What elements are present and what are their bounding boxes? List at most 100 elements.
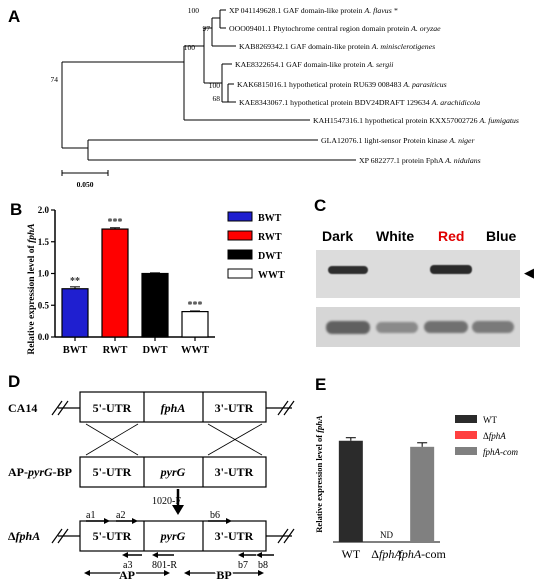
legend-label: BWT	[258, 213, 282, 224]
taxon-label: KAK6815016.1 hypothetical protein RU639 …	[237, 80, 447, 89]
bootstrap-value: 100	[184, 43, 196, 52]
segment-label: 3'-UTR	[215, 529, 254, 543]
row-label: AP-pyrG-BP	[8, 465, 72, 479]
panel-label-d: D	[8, 372, 20, 391]
y-tick-label: 0.5	[38, 300, 50, 310]
scale-value: 0.050	[77, 180, 94, 189]
y-tick-label: 1.0	[38, 269, 50, 279]
chart-b-plot: 0.0 0.5 1.0 1.5 2.0 ** BWT *** RWT DWT *** WWT	[38, 205, 215, 356]
legend-label: WT	[483, 415, 497, 425]
taxon-label: KAE8343067.1 hypothetical protein BDV24D…	[239, 98, 480, 107]
taxon-label: XP 041149628.1 GAF domain-like protein A…	[229, 6, 398, 15]
y-axis-label: Relative expression level of fphA	[314, 415, 324, 533]
panel-d-diagram: D CA14 5'-UTR fphA 3'-UTR AP-pyrG-BP 5'-…	[8, 372, 295, 580]
bar	[61, 288, 89, 338]
primer-label: b7	[238, 560, 248, 571]
row-label: ΔfphA	[8, 529, 40, 543]
legend-swatch	[227, 249, 253, 260]
segment-label: pyrG	[160, 465, 186, 479]
primer-arrow	[104, 518, 110, 524]
bar-annotation: ND	[380, 530, 393, 540]
segment-label: fphA	[161, 401, 186, 415]
taxon-label: KAH1547316.1 hypothetical protein KXX570…	[313, 116, 519, 125]
legend-swatch	[227, 230, 253, 241]
panel-e-chart: E Relative expression level of fphA WT ND…	[314, 375, 518, 561]
chart-e-legend: WT ΔfphA fphA-com	[455, 415, 518, 457]
blot-band	[326, 321, 370, 334]
row-label: CA14	[8, 401, 37, 415]
blot-band	[424, 321, 468, 333]
y-axis-label: Relative expression level of fphA	[27, 223, 37, 354]
primer-arrow	[226, 518, 232, 524]
blot-band	[472, 321, 514, 333]
y-tick-label: 1.5	[38, 237, 50, 247]
taxa-labels: XP 041149628.1 GAF domain-like protein A…	[229, 6, 519, 165]
lane-label: Red	[438, 228, 465, 244]
tree-branches	[61, 9, 356, 161]
segment-label: 3'-UTR	[215, 465, 254, 479]
taxon-label: GLA12076.1 light-sensor Protein kinase A…	[321, 136, 476, 145]
bootstrap-value: 100	[188, 6, 200, 15]
segment-label: 5'-UTR	[93, 401, 132, 415]
primer-arrow	[256, 552, 262, 558]
segment-label: 5'-UTR	[93, 465, 132, 479]
primer-arrow	[238, 552, 244, 558]
primer-label: a2	[116, 510, 125, 521]
legend-swatch	[455, 447, 477, 455]
bar	[338, 440, 363, 542]
bootstrap-value: 68	[213, 94, 221, 103]
y-tick-label: 2.0	[38, 205, 50, 215]
bootstrap-value: 74	[51, 75, 59, 84]
bootstrap-value: 100	[209, 81, 221, 90]
x-tick-label: fphA-com	[399, 547, 447, 561]
panel-c-blot: C Dark White Red Blue ◀	[312, 196, 542, 360]
bar	[141, 272, 169, 338]
significance-mark: ***	[188, 300, 203, 311]
panel-a-tree: A 100 97 100 100 68	[8, 6, 519, 165]
legend-label: WWT	[258, 270, 285, 281]
lane-label: Blue	[486, 228, 517, 244]
bar	[410, 446, 435, 542]
y-tick-label: 0.0	[38, 332, 50, 342]
panel-label-e: E	[315, 375, 326, 394]
primer-arrow	[152, 552, 158, 558]
arrow-down-icon	[172, 505, 184, 515]
blot-membrane-top	[316, 250, 520, 298]
segment-label: 5'-UTR	[93, 529, 132, 543]
legend-swatch	[455, 431, 477, 439]
legend-swatch	[227, 268, 253, 279]
segment-label: pyrG	[160, 529, 186, 543]
bar	[101, 228, 129, 338]
region-label: AP	[119, 568, 135, 580]
panel-label-a: A	[8, 7, 20, 26]
lane-label: Dark	[322, 228, 354, 244]
chart-b-legend: BWT RWT DWT WWT	[227, 211, 285, 281]
mutant-locus-box	[79, 520, 267, 552]
primer-label: 1020-F	[152, 496, 181, 507]
bar	[181, 310, 209, 338]
primer-label: b8	[258, 560, 268, 571]
arrow-left-icon: ◀	[524, 266, 534, 281]
primer-label: a1	[86, 510, 95, 521]
taxon-label: XP 682277.1 protein FphA A. nidulans	[359, 156, 481, 165]
legend-label: DWT	[258, 251, 282, 262]
primer-label: 801-R	[152, 560, 177, 571]
panel-label-c: C	[314, 196, 327, 215]
significance-mark: ***	[108, 217, 123, 228]
segment-label: 3'-UTR	[215, 401, 254, 415]
lane-label: White	[376, 228, 415, 244]
bootstrap-values: 100 97 100 100 68 74	[51, 6, 221, 103]
x-tick-label: RWT	[103, 345, 128, 356]
blot-membrane-bottom	[316, 307, 520, 347]
taxon-label: KAE8322654.1 GAF domain-like protein A. …	[235, 60, 393, 69]
locus-box	[79, 391, 267, 423]
primer-label: b6	[210, 510, 220, 521]
significance-mark: **	[70, 276, 80, 287]
panel-label-b: B	[10, 200, 22, 219]
x-tick-label: ΔfphA	[371, 547, 402, 561]
region-label: BP	[216, 568, 231, 580]
primer-arrow	[122, 552, 128, 558]
blot-band	[328, 266, 368, 274]
x-tick-label: WT	[342, 547, 361, 561]
